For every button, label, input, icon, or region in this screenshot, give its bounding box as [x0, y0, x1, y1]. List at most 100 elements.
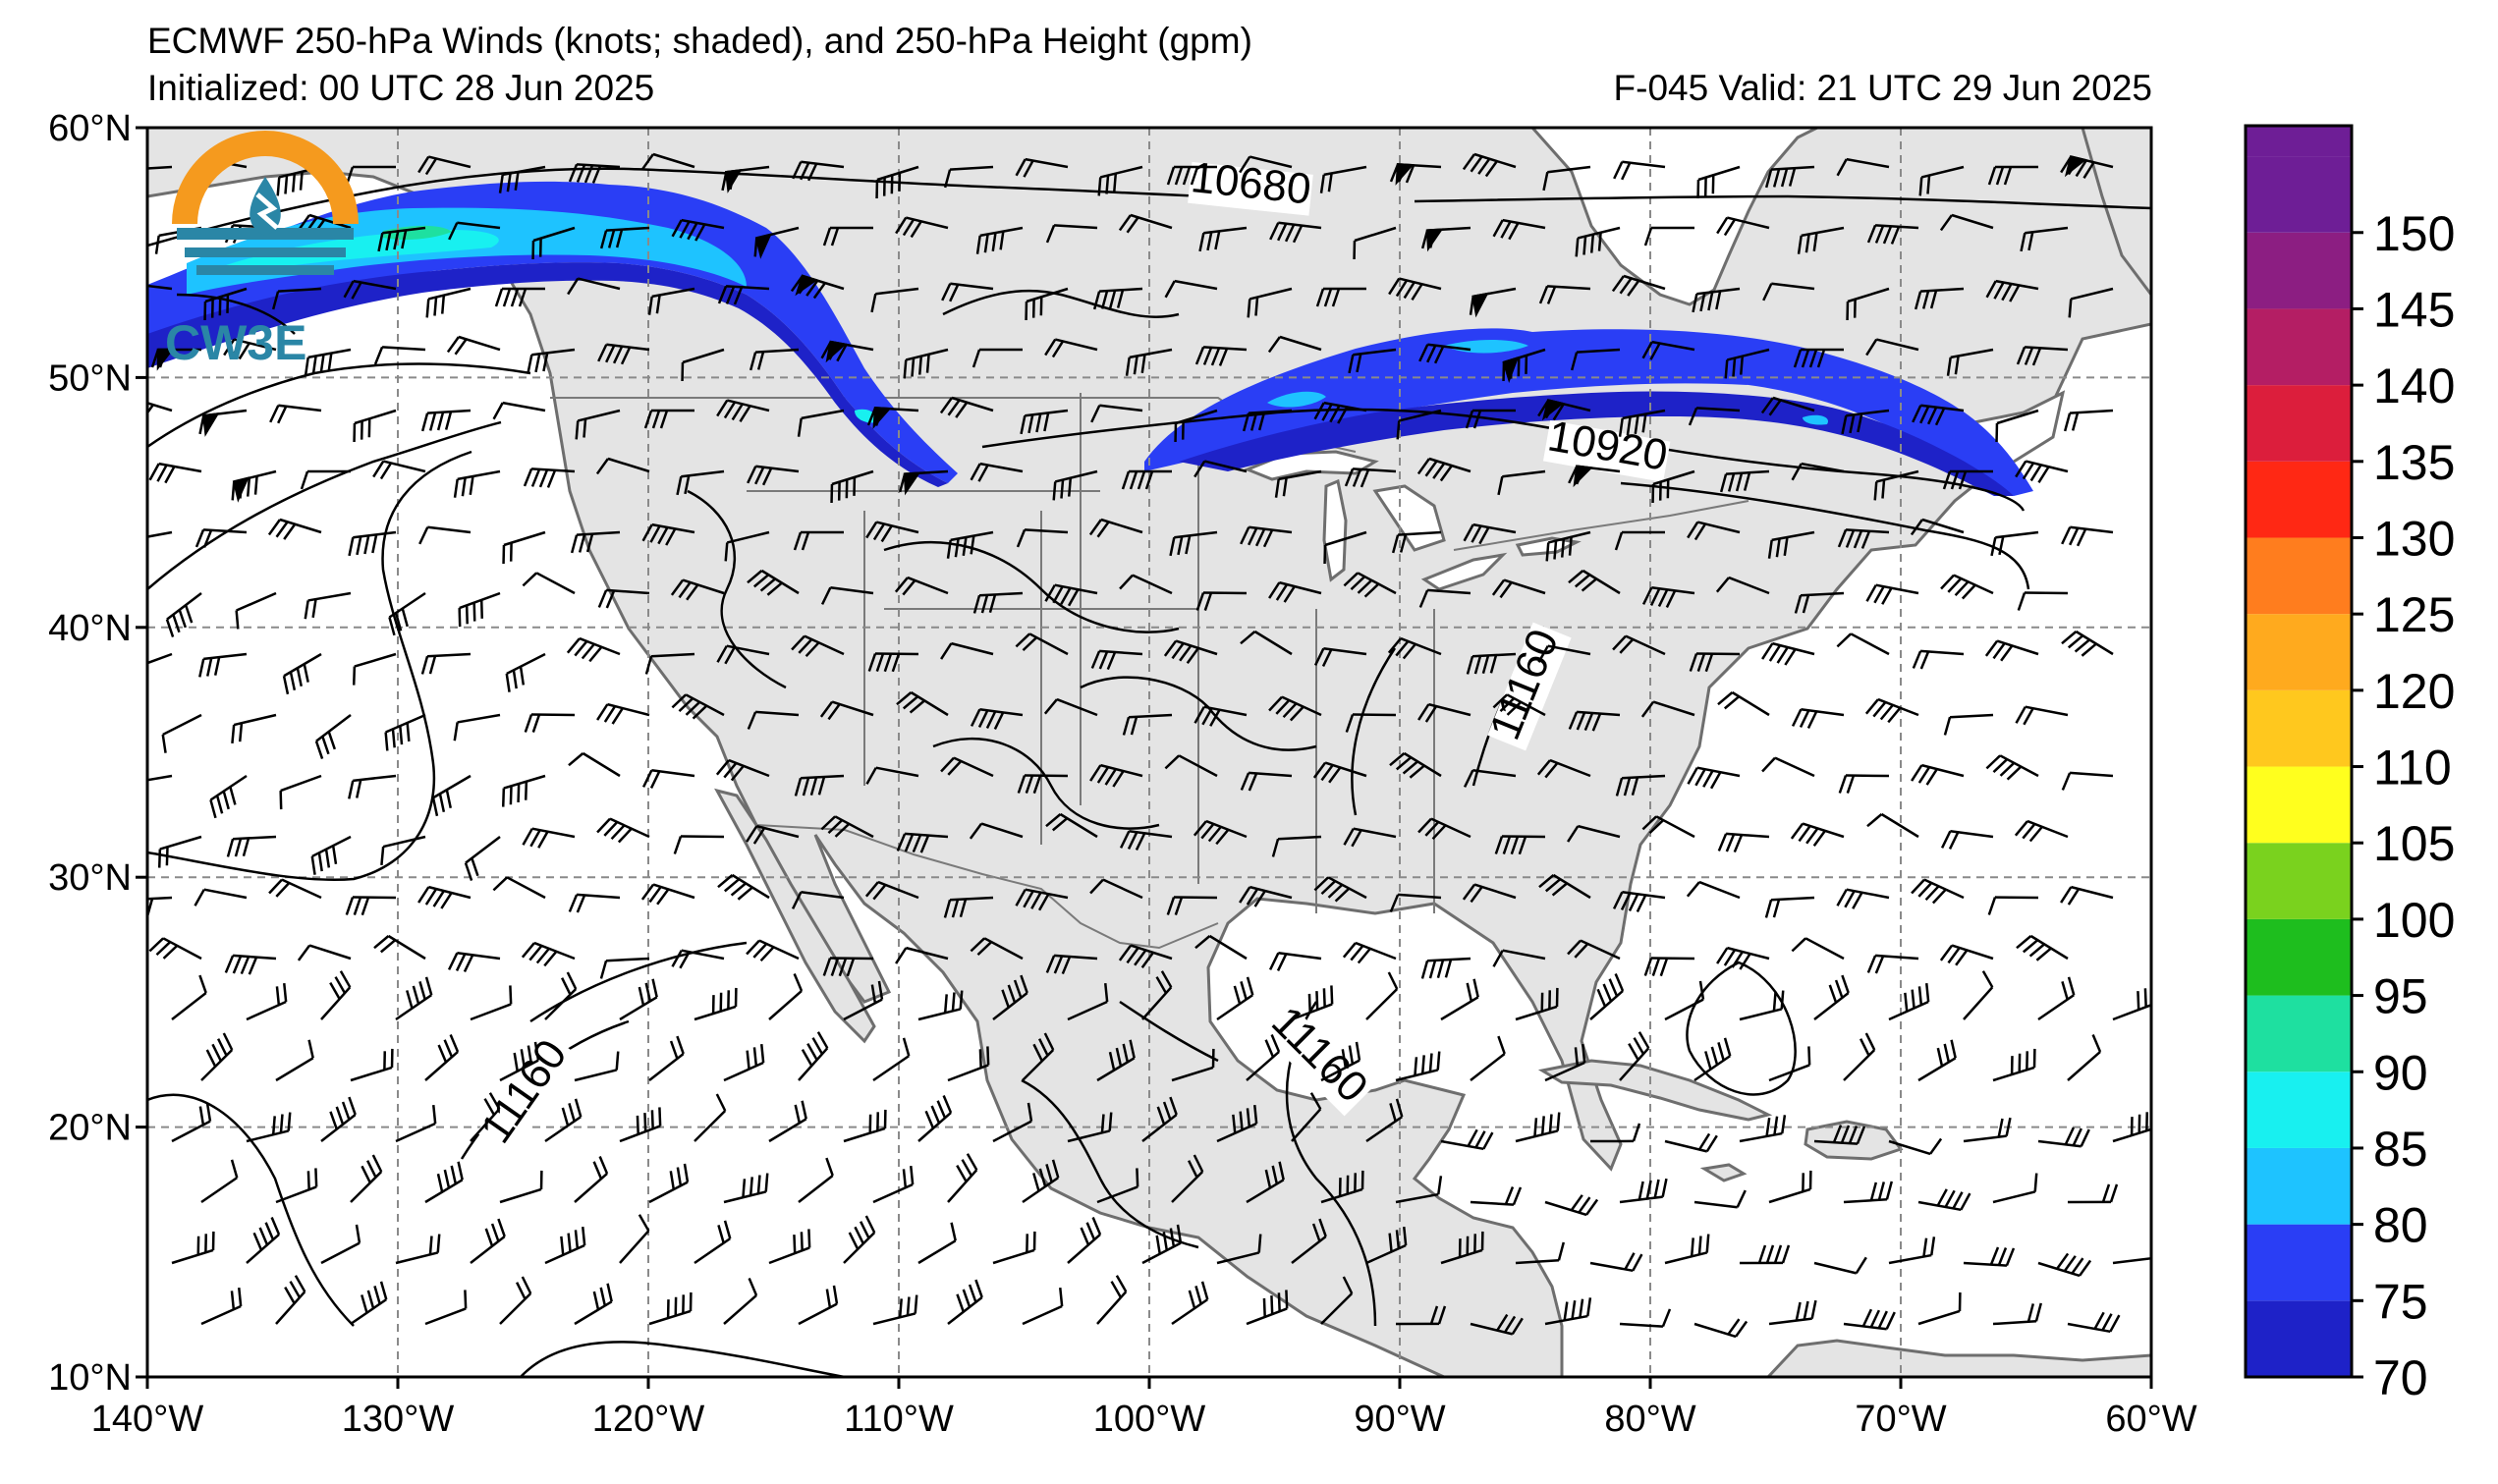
wind-barb: [200, 1287, 243, 1326]
water-hudson-bay: [1529, 128, 1818, 306]
chart-title: ECMWF 250-hPa Winds (knots; shaded), and…: [147, 21, 1252, 61]
wind-barb: [1911, 763, 1965, 786]
wind-barb: [939, 396, 994, 418]
wind-barb: [596, 817, 650, 844]
wind-barb: [1992, 1173, 2038, 1204]
wind-barb: [1990, 530, 2039, 557]
wind-barb: [1164, 279, 1218, 299]
wind-barb: [1088, 518, 1143, 538]
wind-barb: [647, 287, 695, 315]
wind-barb: [384, 713, 426, 751]
wind-barb: [969, 822, 1024, 840]
wind-barb: [1813, 974, 1850, 1020]
wind-barb: [1391, 530, 1442, 554]
wind-barb: [1764, 896, 1815, 918]
wind-barb: [1575, 226, 1621, 257]
wind-barb: [522, 572, 576, 595]
wind-barb: [1121, 469, 1172, 490]
wind-barb: [1696, 165, 1741, 198]
wind-barb: [1164, 754, 1218, 778]
wind-barb: [1641, 340, 1695, 360]
wind-barb: [1274, 469, 1322, 498]
wind-barb: [1515, 1112, 1561, 1143]
wind-barb: [1536, 758, 1591, 779]
wind-barb: [2060, 885, 2114, 906]
wind-barb: [1641, 586, 1695, 609]
wind-barb: [1538, 873, 1591, 900]
wind-barb: [597, 343, 650, 365]
wind-barb: [1396, 409, 1442, 440]
wind-barb: [395, 1234, 441, 1265]
wind-barb: [870, 287, 919, 313]
wind-barb: [895, 946, 949, 964]
wind-barb: [567, 277, 621, 296]
wind-barb: [1323, 530, 1367, 564]
wind-barb: [1716, 946, 1770, 970]
wind-barb: [1416, 457, 1471, 482]
wind-barb: [531, 226, 576, 259]
wind-barbs: [147, 152, 2151, 1339]
wind-barb: [1193, 705, 1248, 727]
colorbar-tick-label: 130: [2373, 511, 2455, 566]
wind-barb: [970, 708, 1024, 731]
wind-barb: [372, 460, 426, 480]
wind-barb: [1568, 569, 1621, 595]
wind-barb: [717, 873, 770, 901]
wind-barb: [492, 876, 546, 900]
wind-barb: [1985, 754, 2039, 781]
wind-barb: [619, 1214, 650, 1264]
wind-barb: [505, 652, 546, 692]
cw3e-logo: CW3E: [165, 131, 359, 370]
wind-barb: [867, 652, 919, 673]
land-baja-california: [714, 788, 876, 1044]
wind-barb: [1462, 883, 1517, 904]
wind-barb: [1716, 216, 1770, 237]
wind-barb: [972, 591, 1024, 614]
wind-barb: [872, 1165, 915, 1204]
wind-barb: [498, 165, 546, 193]
wind-barb: [1271, 835, 1322, 857]
wind-barb: [1768, 1170, 1812, 1204]
wind-barb: [1687, 766, 1741, 790]
wind-barb: [798, 1157, 834, 1203]
colorbar-segment: [2246, 843, 2352, 919]
wind-barb: [822, 226, 873, 247]
wind-barb: [830, 469, 874, 503]
wind-barb: [1791, 708, 1845, 729]
wind-barb: [943, 896, 994, 918]
wind-barb: [723, 1173, 769, 1204]
wind-barb: [2060, 155, 2114, 179]
wind-barb: [1194, 934, 1248, 961]
wind-barb: [753, 226, 800, 259]
wind-barb: [1995, 409, 2039, 442]
land-hispaniola: [1804, 1120, 1904, 1161]
wind-barb: [1389, 751, 1442, 779]
wind-barb: [597, 588, 650, 609]
wind-barb: [1141, 1096, 1178, 1142]
wind-barb: [670, 578, 725, 601]
wind-barb: [1836, 888, 1890, 909]
wind-barb: [694, 987, 738, 1021]
wind-barb: [1843, 1032, 1876, 1081]
lat-tick-label: 20°N: [48, 1108, 132, 1149]
wind-barb: [424, 1033, 460, 1081]
wind-barb: [147, 165, 173, 170]
wind-barb: [501, 774, 546, 807]
wind-barb: [1118, 944, 1173, 968]
wind-barb: [671, 218, 725, 242]
wind-barb: [820, 586, 874, 605]
wind-barb: [747, 710, 800, 730]
wind-barb: [1568, 465, 1621, 488]
wind-barb: [2112, 1256, 2151, 1265]
initialized-time: Initialized: 00 UTC 28 Jun 2025: [147, 68, 655, 108]
wind-barb: [1174, 409, 1218, 442]
wind-barb: [271, 287, 322, 310]
wind-barb: [1242, 409, 1293, 432]
wind-barb: [147, 652, 173, 665]
lon-tick-label: 60°W: [2105, 1399, 2196, 1440]
wind-barb: [1917, 1292, 1962, 1326]
wind-barb: [310, 835, 352, 875]
wind-barb: [1020, 409, 1069, 435]
wind-barb: [721, 165, 770, 193]
lat-tick-label: 60°N: [48, 108, 132, 149]
